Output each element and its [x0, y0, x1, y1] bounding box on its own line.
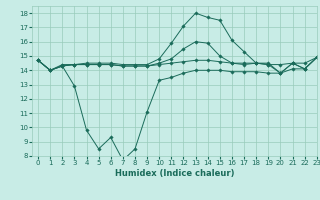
- X-axis label: Humidex (Indice chaleur): Humidex (Indice chaleur): [115, 169, 234, 178]
